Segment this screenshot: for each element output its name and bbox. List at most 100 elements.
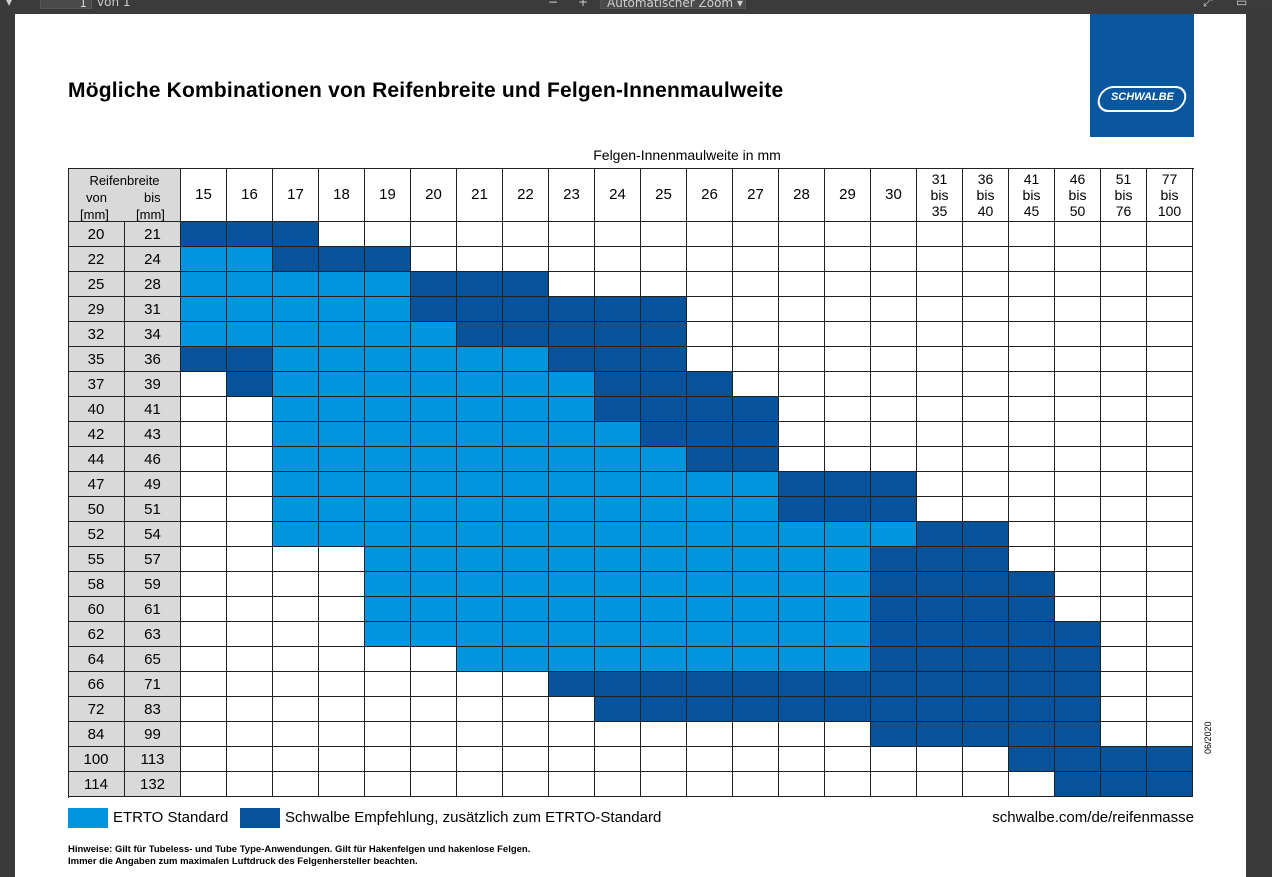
table-cell-schwalbe xyxy=(641,397,687,422)
table-cell-empty xyxy=(1147,372,1193,397)
table-cell-schwalbe xyxy=(1009,597,1055,622)
zoom-select[interactable]: Automatischer Zoom ▾ xyxy=(600,0,746,10)
table-cell-empty xyxy=(227,622,273,647)
table-cell-schwalbe xyxy=(549,322,595,347)
table-cell-etrto xyxy=(319,372,365,397)
rim-width-header-line: 26 xyxy=(701,185,718,203)
tire-width-from-cell: 35 xyxy=(68,347,125,372)
tire-width-to-cell: 31 xyxy=(125,297,181,322)
table-cell-empty xyxy=(825,297,871,322)
table-cell-schwalbe xyxy=(641,422,687,447)
table-cell-etrto xyxy=(641,497,687,522)
table-cell-empty xyxy=(641,247,687,272)
table-cell-etrto xyxy=(687,472,733,497)
table-cell-empty xyxy=(503,747,549,772)
table-cell-etrto xyxy=(871,522,917,547)
table-cell-etrto xyxy=(365,497,411,522)
table-cell-empty xyxy=(917,347,963,372)
table-cell-schwalbe xyxy=(963,597,1009,622)
table-cell-schwalbe xyxy=(1055,697,1101,722)
table-cell-empty xyxy=(1101,722,1147,747)
table-cell-empty xyxy=(181,647,227,672)
table-cell-etrto xyxy=(319,272,365,297)
table-cell-empty xyxy=(227,647,273,672)
table-cell-schwalbe xyxy=(1055,647,1101,672)
table-cell-etrto xyxy=(641,447,687,472)
rim-width-column-header: 36 bis 40 xyxy=(963,168,1009,222)
tire-width-from-cell: 60 xyxy=(68,597,125,622)
table-cell-empty xyxy=(273,672,319,697)
table-cell-schwalbe xyxy=(917,722,963,747)
tire-width-to-cell: 43 xyxy=(125,422,181,447)
table-cell-schwalbe xyxy=(963,672,1009,697)
table-cell-schwalbe xyxy=(1009,647,1055,672)
rim-width-column-header: 21 xyxy=(457,168,503,222)
table-cell-etrto xyxy=(457,547,503,572)
table-cell-empty xyxy=(733,772,779,797)
table-cell-empty xyxy=(273,647,319,672)
page-number-input[interactable]: 1 xyxy=(40,0,92,10)
table-cell-empty xyxy=(227,472,273,497)
table-cell-empty xyxy=(917,472,963,497)
table-cell-empty xyxy=(917,747,963,772)
table-cell-empty xyxy=(641,272,687,297)
table-cell-empty xyxy=(1009,272,1055,297)
table-cell-etrto xyxy=(733,572,779,597)
table-cell-etrto xyxy=(319,297,365,322)
table-cell-empty xyxy=(457,722,503,747)
chevron-down-icon[interactable]: ▾ xyxy=(6,0,13,9)
zoom-out-icon[interactable]: − xyxy=(548,0,559,9)
rim-width-header-line: 51 xyxy=(1115,170,1132,187)
fullscreen-icon[interactable]: ⤢ xyxy=(1203,0,1213,9)
table-cell-schwalbe xyxy=(1147,772,1193,797)
table-cell-etrto xyxy=(503,422,549,447)
rim-width-header-line: 46 xyxy=(1069,170,1086,187)
table-cell-empty xyxy=(1009,322,1055,347)
table-cell-empty xyxy=(871,747,917,772)
table-cell-etrto xyxy=(365,522,411,547)
table-cell-empty xyxy=(779,222,825,247)
table-cell-etrto xyxy=(825,522,871,547)
table-cell-empty xyxy=(1101,572,1147,597)
table-cell-empty xyxy=(687,322,733,347)
table-cell-empty xyxy=(779,347,825,372)
table-cell-empty xyxy=(227,747,273,772)
table-cell-empty xyxy=(779,297,825,322)
table-cell-etrto xyxy=(457,522,503,547)
table-cell-empty xyxy=(1101,272,1147,297)
table-cell-etrto xyxy=(687,647,733,672)
table-cell-schwalbe xyxy=(641,322,687,347)
table-cell-etrto xyxy=(687,572,733,597)
rim-width-header-line: 17 xyxy=(287,185,304,203)
table-cell-etrto xyxy=(227,247,273,272)
rim-width-header-line: bis xyxy=(976,186,995,203)
table-cell-empty xyxy=(825,322,871,347)
table-cell-schwalbe xyxy=(687,447,733,472)
table-cell-empty xyxy=(319,597,365,622)
table-cell-empty xyxy=(319,647,365,672)
table-cell-empty xyxy=(1147,497,1193,522)
table-cell-etrto xyxy=(825,622,871,647)
table-cell-etrto xyxy=(641,597,687,622)
zoom-select-value: Automatischer Zoom xyxy=(607,0,734,10)
legend-swatch-schwalbe xyxy=(240,808,280,828)
table-cell-empty xyxy=(1147,622,1193,647)
table-cell-empty xyxy=(1101,397,1147,422)
table-cell-empty xyxy=(181,622,227,647)
rim-width-column-header: 31 bis 35 xyxy=(917,168,963,222)
table-cell-etrto xyxy=(365,547,411,572)
table-cell-empty xyxy=(687,272,733,297)
table-cell-schwalbe xyxy=(917,647,963,672)
table-cell-empty xyxy=(503,722,549,747)
print-icon[interactable]: ▭ xyxy=(1236,0,1248,9)
table-cell-empty xyxy=(181,422,227,447)
zoom-in-icon[interactable]: + xyxy=(578,0,589,9)
table-cell-etrto xyxy=(411,472,457,497)
table-cell-empty xyxy=(1101,547,1147,572)
table-cell-empty xyxy=(687,772,733,797)
rim-width-header-line: 50 xyxy=(1069,202,1086,219)
table-cell-empty xyxy=(641,222,687,247)
table-cell-empty xyxy=(1101,647,1147,672)
tire-width-from-cell: 84 xyxy=(68,722,125,747)
table-cell-schwalbe xyxy=(871,722,917,747)
